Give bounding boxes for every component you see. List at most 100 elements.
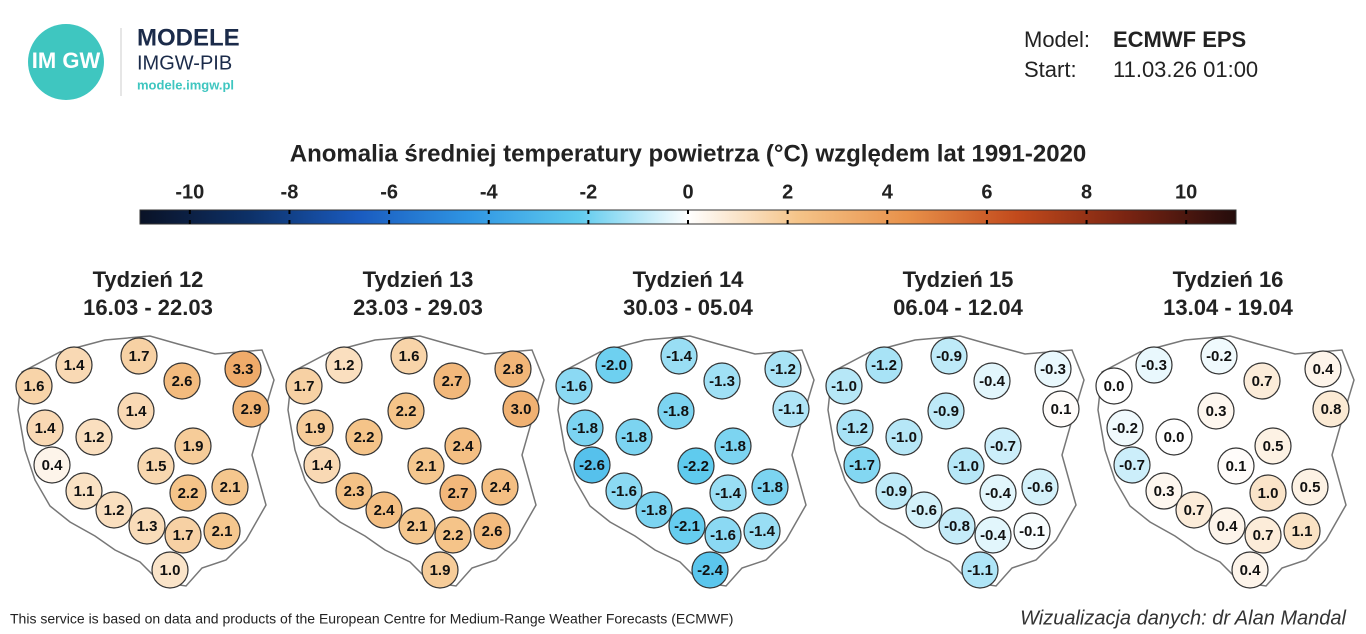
station-marker xyxy=(555,367,593,405)
station-value: 0.4 xyxy=(1313,361,1335,378)
station-value: -0.6 xyxy=(1027,479,1053,496)
station-value: 2.3 xyxy=(344,483,365,500)
station-marker xyxy=(211,468,249,506)
station-value: 1.0 xyxy=(160,562,181,579)
station-marker xyxy=(1243,362,1281,400)
station-marker xyxy=(151,551,189,589)
station-value: 0.3 xyxy=(1154,483,1175,500)
station-value: 0.1 xyxy=(1051,401,1072,418)
station-marker xyxy=(494,350,532,388)
station-value: 2.6 xyxy=(172,373,193,390)
credit: Wizualizacja danych: dr Alan Mandal xyxy=(1020,607,1346,629)
station-value: -0.4 xyxy=(980,527,1007,544)
station-value: -1.8 xyxy=(720,438,746,455)
station-value: -1.7 xyxy=(849,457,875,474)
station-value: 2.2 xyxy=(443,527,464,544)
station-marker xyxy=(55,346,93,384)
station-value: -0.2 xyxy=(1206,348,1232,365)
station-value: 0.0 xyxy=(1164,429,1185,446)
station-marker xyxy=(1291,468,1329,506)
station-value: 2.4 xyxy=(453,438,475,455)
station-marker xyxy=(421,551,459,589)
colorbar-tick-label: 8 xyxy=(1081,181,1092,203)
station-marker xyxy=(843,446,881,484)
station-marker xyxy=(439,474,477,512)
station-value: 1.6 xyxy=(399,348,420,365)
station-marker xyxy=(1175,491,1213,529)
station-marker xyxy=(128,507,166,545)
station-value: 2.4 xyxy=(490,479,512,496)
station-value: 0.8 xyxy=(1321,401,1342,418)
station-marker xyxy=(703,362,741,400)
station-value: 1.2 xyxy=(334,357,355,374)
station-marker xyxy=(605,472,643,510)
station-value: -0.8 xyxy=(944,518,970,535)
station-value: 1.3 xyxy=(137,518,158,535)
station-marker xyxy=(973,362,1011,400)
station-marker xyxy=(1013,512,1051,550)
station-value: -1.2 xyxy=(871,357,897,374)
org: IMGW-PIB xyxy=(137,52,232,74)
week-title: Tydzień 14 xyxy=(633,267,745,292)
station-marker xyxy=(660,337,698,375)
station-marker xyxy=(26,409,64,447)
station-value: -0.4 xyxy=(979,373,1006,390)
station-marker xyxy=(481,468,519,506)
station-value: -0.9 xyxy=(881,483,907,500)
station-value: -0.4 xyxy=(985,485,1012,502)
station-value: 1.4 xyxy=(312,457,334,474)
station-value: 2.7 xyxy=(442,373,463,390)
station-marker xyxy=(95,491,133,529)
station-marker xyxy=(905,491,943,529)
station-marker xyxy=(33,446,71,484)
station-value: 3.3 xyxy=(233,361,254,378)
station-value: -1.0 xyxy=(891,429,917,446)
station-marker xyxy=(169,474,207,512)
station-marker xyxy=(927,392,965,430)
station-value: 1.4 xyxy=(126,403,148,420)
station-marker xyxy=(1021,468,1059,506)
station-value: -0.6 xyxy=(911,502,937,519)
colorbar-tick-label: -6 xyxy=(380,181,398,203)
station-marker xyxy=(947,447,985,485)
station-marker xyxy=(65,472,103,510)
station-marker xyxy=(433,362,471,400)
colorbar-tick-label: -2 xyxy=(579,181,597,203)
station-marker xyxy=(979,474,1017,512)
colorbar-tick-label: 10 xyxy=(1175,181,1197,203)
station-marker xyxy=(296,409,334,447)
colorbar-tick-label: 6 xyxy=(981,181,992,203)
station-value: 1.4 xyxy=(64,357,86,374)
station-marker xyxy=(303,446,341,484)
station-value: -1.4 xyxy=(749,523,776,540)
station-marker xyxy=(573,446,611,484)
station-value: 0.4 xyxy=(1217,518,1239,535)
station-value: -2.6 xyxy=(579,457,605,474)
station-marker xyxy=(961,551,999,589)
station-value: -0.7 xyxy=(990,438,1016,455)
station-marker xyxy=(502,390,540,428)
station-marker xyxy=(825,367,863,405)
station-marker xyxy=(285,367,323,405)
colorbar-tick-label: -8 xyxy=(281,181,299,203)
station-marker xyxy=(704,516,742,554)
station-marker xyxy=(1249,474,1287,512)
station-value: 1.6 xyxy=(24,378,45,395)
station-value: -0.7 xyxy=(1119,457,1145,474)
station-marker xyxy=(635,491,673,529)
colorbar-tick-label: 4 xyxy=(882,181,894,203)
station-marker xyxy=(335,472,373,510)
station-value: 1.7 xyxy=(129,348,150,365)
station-marker xyxy=(691,551,729,589)
station-value: -1.6 xyxy=(611,483,637,500)
station-value: 0.4 xyxy=(1240,562,1262,579)
week-dates: 06.04 - 12.04 xyxy=(893,295,1023,320)
station-value: 0.1 xyxy=(1226,458,1247,475)
station-value: -1.8 xyxy=(641,502,667,519)
station-marker xyxy=(1217,447,1255,485)
station-value: -1.8 xyxy=(757,479,783,496)
station-marker xyxy=(1197,392,1235,430)
station-value: -1.0 xyxy=(831,378,857,395)
station-value: -1.4 xyxy=(715,485,742,502)
